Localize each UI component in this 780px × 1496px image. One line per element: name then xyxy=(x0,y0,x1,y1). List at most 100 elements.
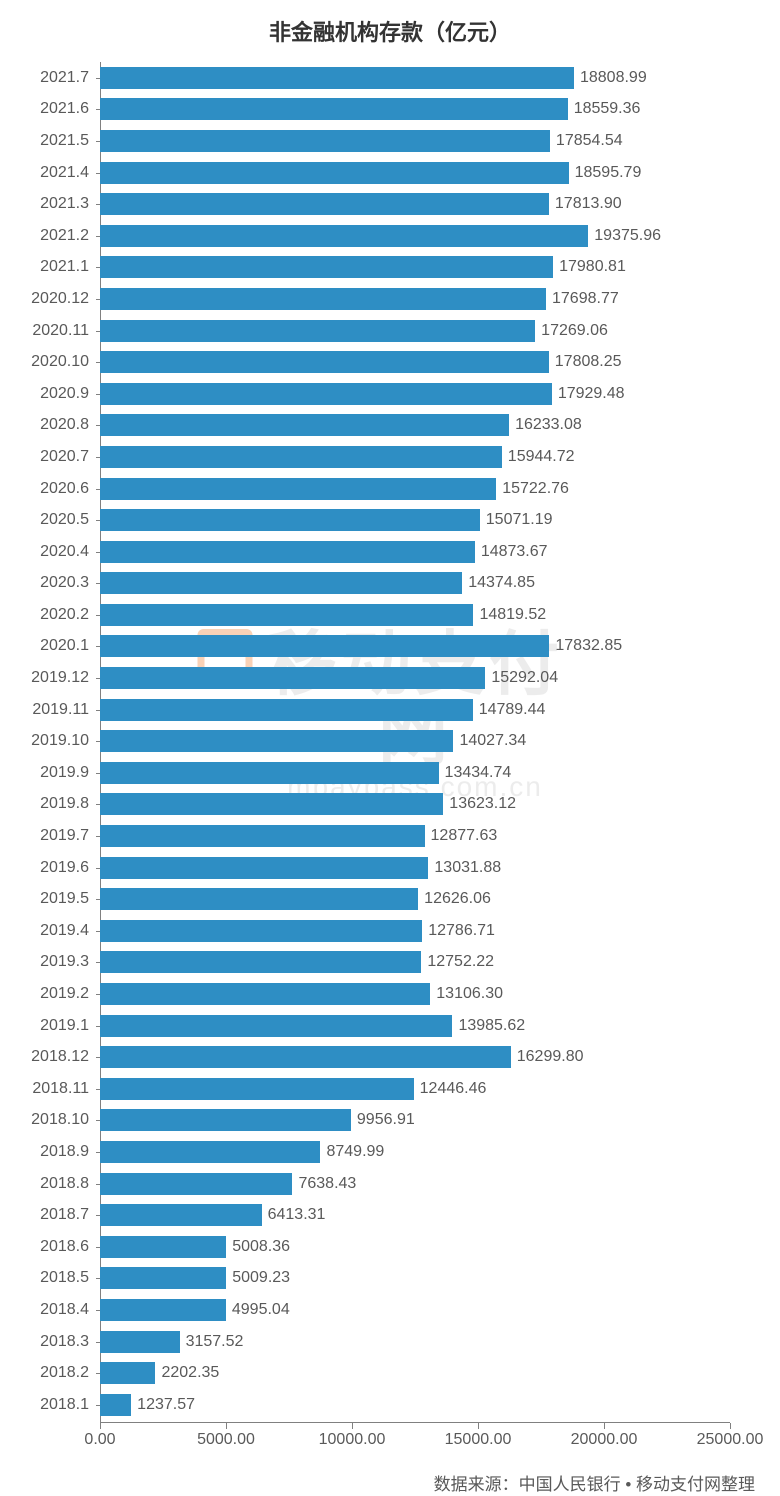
bar-row: 2021.418595.79 xyxy=(100,157,730,189)
bar: 18559.36 xyxy=(100,98,568,120)
bar: 2202.35 xyxy=(100,1362,155,1384)
bar-row: 2018.44995.04 xyxy=(100,1294,730,1326)
bar-value-label: 5008.36 xyxy=(226,1238,290,1256)
bar-value-label: 15292.04 xyxy=(485,669,558,687)
bar-row: 2019.1114789.44 xyxy=(100,694,730,726)
bar-row: 2019.412786.71 xyxy=(100,915,730,947)
bar-value-label: 17854.54 xyxy=(550,132,623,150)
y-axis-label: 2018.4 xyxy=(10,1301,95,1319)
y-axis-label: 2019.8 xyxy=(10,795,95,813)
bar-row: 2018.55009.23 xyxy=(100,1263,730,1295)
bar-value-label: 12877.63 xyxy=(425,827,498,845)
bar-row: 2021.117980.81 xyxy=(100,252,730,284)
bar-row: 2020.615722.76 xyxy=(100,473,730,505)
bar-row: 2018.87638.43 xyxy=(100,1168,730,1200)
bar: 5009.23 xyxy=(100,1267,226,1289)
x-axis: 0.005000.0010000.0015000.0020000.0025000… xyxy=(100,1422,730,1452)
bar: 1237.57 xyxy=(100,1394,131,1416)
bar: 15722.76 xyxy=(100,478,496,500)
bar: 14873.67 xyxy=(100,541,475,563)
bar-row: 2019.712877.63 xyxy=(100,820,730,852)
bar-value-label: 7638.43 xyxy=(292,1175,356,1193)
bar-value-label: 12786.71 xyxy=(422,922,495,940)
bar-value-label: 12752.22 xyxy=(421,953,494,971)
bar-value-label: 17929.48 xyxy=(552,385,625,403)
bar-value-label: 17832.85 xyxy=(549,637,622,655)
y-axis-label: 2019.1 xyxy=(10,1017,95,1035)
bar-row: 2020.1217698.77 xyxy=(100,283,730,315)
y-axis-label: 2020.10 xyxy=(10,353,95,371)
bar-value-label: 3157.52 xyxy=(180,1333,244,1351)
bar: 8749.99 xyxy=(100,1141,320,1163)
x-tick-label: 25000.00 xyxy=(697,1431,764,1449)
y-axis-label: 2018.6 xyxy=(10,1238,95,1256)
bar-value-label: 15071.19 xyxy=(480,511,553,529)
x-tick-mark xyxy=(478,1423,479,1429)
bar: 15071.19 xyxy=(100,509,480,531)
bar: 14374.85 xyxy=(100,572,462,594)
y-axis-label: 2018.11 xyxy=(10,1080,95,1098)
y-axis-label: 2020.4 xyxy=(10,543,95,561)
bar-row: 2019.312752.22 xyxy=(100,947,730,979)
bar-value-label: 15722.76 xyxy=(496,480,569,498)
bar-value-label: 4995.04 xyxy=(226,1301,290,1319)
y-axis-label: 2019.10 xyxy=(10,732,95,750)
bar: 16233.08 xyxy=(100,414,509,436)
bar-row: 2019.213106.30 xyxy=(100,978,730,1010)
y-axis-label: 2019.3 xyxy=(10,953,95,971)
bar-value-label: 13434.74 xyxy=(439,764,512,782)
y-axis-label: 2019.2 xyxy=(10,985,95,1003)
x-tick-label: 15000.00 xyxy=(445,1431,512,1449)
bar-value-label: 15944.72 xyxy=(502,448,575,466)
bar: 12752.22 xyxy=(100,951,421,973)
y-axis-label: 2020.7 xyxy=(10,448,95,466)
bar: 13031.88 xyxy=(100,857,428,879)
y-axis-label: 2019.12 xyxy=(10,669,95,687)
y-axis-label: 2018.2 xyxy=(10,1364,95,1382)
y-axis-label: 2019.7 xyxy=(10,827,95,845)
y-axis-label: 2021.6 xyxy=(10,100,95,118)
bar: 5008.36 xyxy=(100,1236,226,1258)
y-axis-label: 2020.12 xyxy=(10,290,95,308)
y-axis-label: 2019.5 xyxy=(10,890,95,908)
bar-row: 2018.22202.35 xyxy=(100,1357,730,1389)
bar-row: 2018.11237.57 xyxy=(100,1389,730,1421)
bar: 17980.81 xyxy=(100,256,553,278)
bar: 6413.31 xyxy=(100,1204,262,1226)
bar-value-label: 12446.46 xyxy=(414,1080,487,1098)
bar-value-label: 13106.30 xyxy=(430,985,503,1003)
y-axis-label: 2021.3 xyxy=(10,195,95,213)
bar-value-label: 16233.08 xyxy=(509,416,582,434)
bar-row: 2019.813623.12 xyxy=(100,789,730,821)
x-tick-label: 10000.00 xyxy=(319,1431,386,1449)
bar-value-label: 16299.80 xyxy=(511,1048,584,1066)
bar-row: 2020.414873.67 xyxy=(100,536,730,568)
bar: 17808.25 xyxy=(100,351,549,373)
bar-row: 2019.512626.06 xyxy=(100,883,730,915)
bar-value-label: 18595.79 xyxy=(569,164,642,182)
bar: 17813.90 xyxy=(100,193,549,215)
bar-value-label: 13031.88 xyxy=(428,859,501,877)
bar-value-label: 14027.34 xyxy=(453,732,526,750)
bar: 13623.12 xyxy=(100,793,443,815)
bar-row: 2018.98749.99 xyxy=(100,1136,730,1168)
y-axis-label: 2018.5 xyxy=(10,1269,95,1287)
bar: 14027.34 xyxy=(100,730,453,752)
bar: 15944.72 xyxy=(100,446,502,468)
bar: 17698.77 xyxy=(100,288,546,310)
bar-value-label: 6413.31 xyxy=(262,1206,326,1224)
bar: 17832.85 xyxy=(100,635,549,657)
bar: 17854.54 xyxy=(100,130,550,152)
y-axis-label: 2018.12 xyxy=(10,1048,95,1066)
bar-row: 2018.65008.36 xyxy=(100,1231,730,1263)
bar-value-label: 17808.25 xyxy=(549,353,622,371)
bar-row: 2020.816233.08 xyxy=(100,410,730,442)
bar: 17269.06 xyxy=(100,320,535,342)
y-axis-label: 2020.5 xyxy=(10,511,95,529)
x-tick-label: 0.00 xyxy=(84,1431,115,1449)
bar-row: 2019.113985.62 xyxy=(100,1010,730,1042)
bar-row: 2020.214819.52 xyxy=(100,599,730,631)
bars-wrapper: 2021.718808.992021.618559.362021.517854.… xyxy=(100,62,730,1422)
bar-value-label: 18559.36 xyxy=(568,100,641,118)
y-axis-label: 2021.5 xyxy=(10,132,95,150)
